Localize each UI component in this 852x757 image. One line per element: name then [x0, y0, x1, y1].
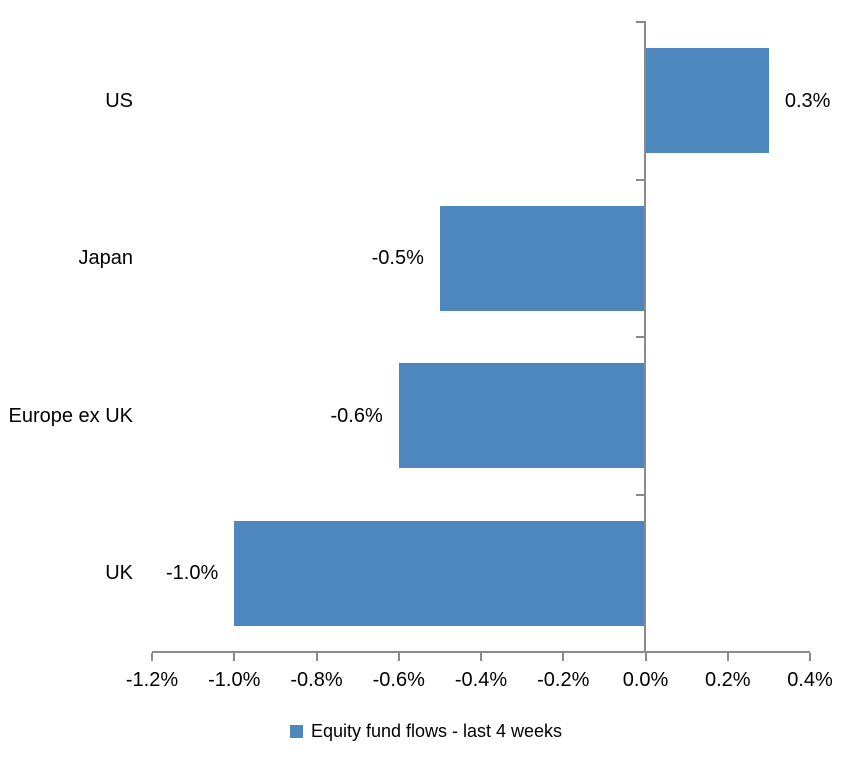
x-axis-tick: [480, 653, 482, 661]
x-tick-label: -0.8%: [290, 669, 343, 691]
y-axis-tick: [636, 651, 644, 653]
y-axis-line: [644, 21, 646, 653]
y-axis-tick: [636, 21, 644, 23]
legend-label: Equity fund flows - last 4 weeks: [310, 721, 563, 741]
value-label-uk: -1.0%: [166, 562, 219, 585]
x-axis-tick: [726, 653, 729, 661]
x-tick-label: 0.2%: [704, 669, 751, 691]
bar-europe-ex-uk: [398, 363, 646, 469]
x-axis-tick: [397, 653, 400, 661]
value-label-us: 0.3%: [784, 89, 831, 112]
x-tick-label: -0.4%: [454, 669, 508, 691]
category-label-us: US: [105, 89, 133, 112]
value-label-japan: -0.5%: [371, 247, 424, 270]
x-tick-label: -0.2%: [537, 669, 590, 691]
y-axis-tick: [636, 493, 644, 496]
value-label-europe-ex-uk: -0.6%: [330, 404, 383, 427]
x-axis-tick: [315, 653, 318, 661]
x-axis-tick: [233, 653, 236, 661]
legend-swatch-icon: [289, 724, 303, 738]
x-tick-label: 0.4%: [787, 669, 833, 691]
category-label-uk: UK: [105, 562, 133, 585]
x-tick-label: 0.0%: [622, 669, 669, 691]
x-axis-tick: [151, 653, 153, 661]
x-tick-label: -0.6%: [372, 669, 425, 691]
y-axis-tick: [636, 178, 644, 181]
bar-us: [645, 48, 769, 154]
category-label-japan: Japan: [78, 247, 134, 270]
x-tick-label: -1.0%: [208, 669, 261, 691]
legend: Equity fund flows - last 4 weeks: [0, 719, 852, 743]
bar-japan: [439, 205, 646, 311]
category-label-europe-ex-uk: Europe ex UK: [8, 404, 133, 427]
x-axis-line: [152, 651, 810, 653]
x-tick-label: -1.2%: [125, 669, 179, 691]
x-axis-tick: [809, 653, 811, 661]
x-axis-tick: [644, 653, 647, 661]
y-axis-tick: [636, 336, 644, 338]
bar-uk: [234, 520, 646, 626]
x-axis-tick: [562, 653, 565, 661]
